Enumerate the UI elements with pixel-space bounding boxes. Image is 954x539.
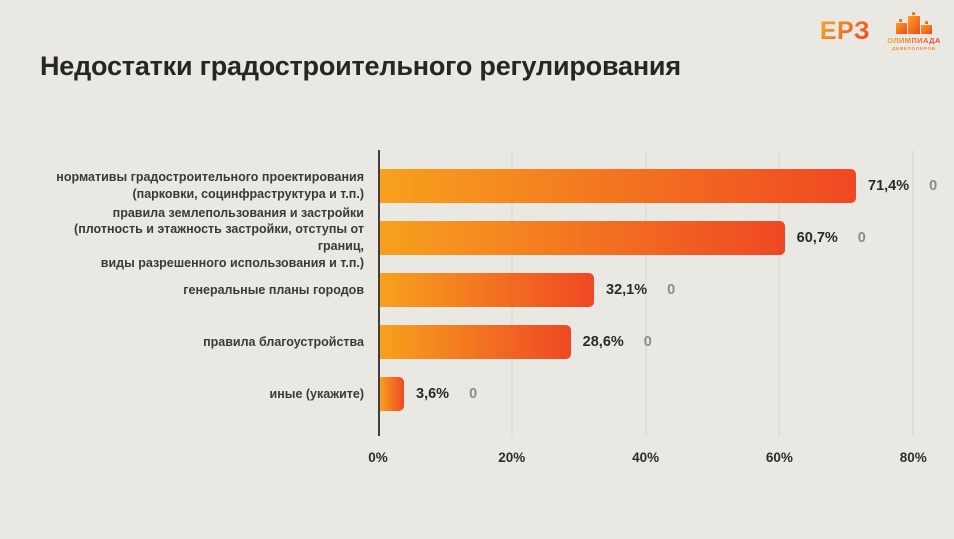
chart-row: правила землепользования и застройки (пл… <box>40 206 940 270</box>
row-label: иные (укажите) <box>269 386 364 401</box>
bar-track: 3,6% 0 <box>378 368 940 420</box>
row-label: нормативы градостроительного проектирова… <box>56 170 364 201</box>
bar-track: 28,6% 0 <box>378 316 940 368</box>
x-axis: 0% 20% 40% 60% 80% <box>368 446 940 472</box>
chart-row: правила благоустройства 28,6% 0 <box>40 316 940 368</box>
bar-value-label: 32,1% <box>606 282 648 298</box>
bar-secondary-label: 0 <box>469 386 478 402</box>
x-tick-label: 20% <box>498 450 526 465</box>
chart-row: иные (укажите) 3,6% 0 <box>40 368 940 420</box>
row-label: правила землепользования и застройки (пл… <box>74 205 364 270</box>
bar-value-label: 28,6% <box>582 334 624 350</box>
chart-rows: нормативы градостроительного проектирова… <box>40 150 940 436</box>
bar-track: 60,7% 0 <box>378 212 940 264</box>
bar <box>380 377 404 411</box>
header-logos: ЕРЗ ОЛИМПИАДА ДЕВЕЛОПЕРОВ <box>820 10 944 51</box>
bar-secondary-label: 0 <box>857 230 866 246</box>
bar-secondary-label: 0 <box>667 282 676 298</box>
bar <box>380 221 785 255</box>
bar <box>380 273 594 307</box>
bar-secondary-label: 0 <box>929 178 938 194</box>
bar-track: 32,1% 0 <box>378 264 940 316</box>
olympiad-logo: ОЛИМПИАДА ДЕВЕЛОПЕРОВ <box>884 10 944 51</box>
chart-row: генеральные планы городов 32,1% 0 <box>40 264 940 316</box>
x-tick-label: 60% <box>765 450 793 465</box>
erz-logo: ЕРЗ <box>819 17 870 45</box>
x-tick-label: 0% <box>368 450 388 465</box>
bar-value-label: 3,6% <box>416 386 450 402</box>
bar-value-label: 71,4% <box>868 178 910 194</box>
x-tick-label: 40% <box>632 450 660 465</box>
bar-secondary-label: 0 <box>643 334 652 350</box>
page-title: Недостатки градостроительного регулирова… <box>40 51 681 81</box>
bar-value-label: 60,7% <box>796 230 838 246</box>
bar <box>380 169 856 203</box>
bar-track: 71,4% 0 <box>378 160 940 212</box>
x-tick-label: 80% <box>899 450 927 465</box>
chart-row: нормативы градостроительного проектирова… <box>40 160 940 212</box>
row-label: генеральные планы городов <box>183 282 364 297</box>
bar-chart: нормативы градостроительного проектирова… <box>40 150 940 472</box>
podium-icon <box>896 12 932 34</box>
bar <box>380 325 571 359</box>
row-label: правила благоустройства <box>203 334 364 349</box>
olympiad-logo-subtitle: ДЕВЕЛОПЕРОВ <box>892 46 936 51</box>
olympiad-logo-title: ОЛИМПИАДА <box>887 36 941 45</box>
